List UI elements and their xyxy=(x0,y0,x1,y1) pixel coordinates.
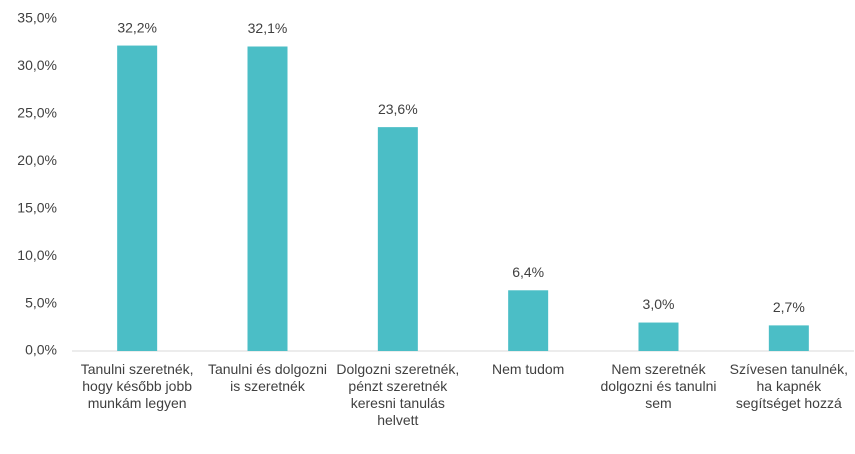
bar xyxy=(508,290,549,351)
y-tick-label: 10,0% xyxy=(17,247,57,263)
x-tick-label: Nem tudom xyxy=(491,361,565,377)
data-label: 2,7% xyxy=(773,299,805,315)
data-label: 23,6% xyxy=(378,101,418,117)
y-tick-label: 5,0% xyxy=(25,294,57,310)
y-tick-label: 20,0% xyxy=(17,152,57,168)
bar xyxy=(377,127,418,351)
bar xyxy=(638,322,679,351)
x-tick-label: Tanulni és dolgozni is szeretnék xyxy=(207,361,328,394)
bar xyxy=(247,46,288,351)
y-tick-label: 15,0% xyxy=(17,199,57,215)
data-label: 6,4% xyxy=(512,264,544,280)
data-label: 32,1% xyxy=(248,20,288,36)
x-tick-label: Nem szeretnék dolgozni és tanulni sem xyxy=(600,361,717,411)
bar xyxy=(768,325,809,351)
y-tick-label: 35,0% xyxy=(17,10,57,26)
data-label: 32,2% xyxy=(117,19,157,35)
x-tick-label: Dolgozni szeretnék, pénzt szeretnék kere… xyxy=(336,361,460,428)
y-tick-label: 0,0% xyxy=(25,342,57,358)
x-tick-label: Szívesen tanulnék, ha kapnék segítséget … xyxy=(729,361,848,411)
x-tick-label: Tanulni szeretnék, hogy később jobb munk… xyxy=(80,361,194,411)
y-tick-label: 25,0% xyxy=(17,105,57,121)
data-label: 3,0% xyxy=(643,296,675,312)
y-tick-label: 30,0% xyxy=(17,57,57,73)
bar xyxy=(117,45,158,352)
